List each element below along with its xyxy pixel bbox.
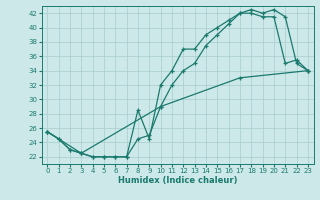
X-axis label: Humidex (Indice chaleur): Humidex (Indice chaleur) (118, 176, 237, 185)
